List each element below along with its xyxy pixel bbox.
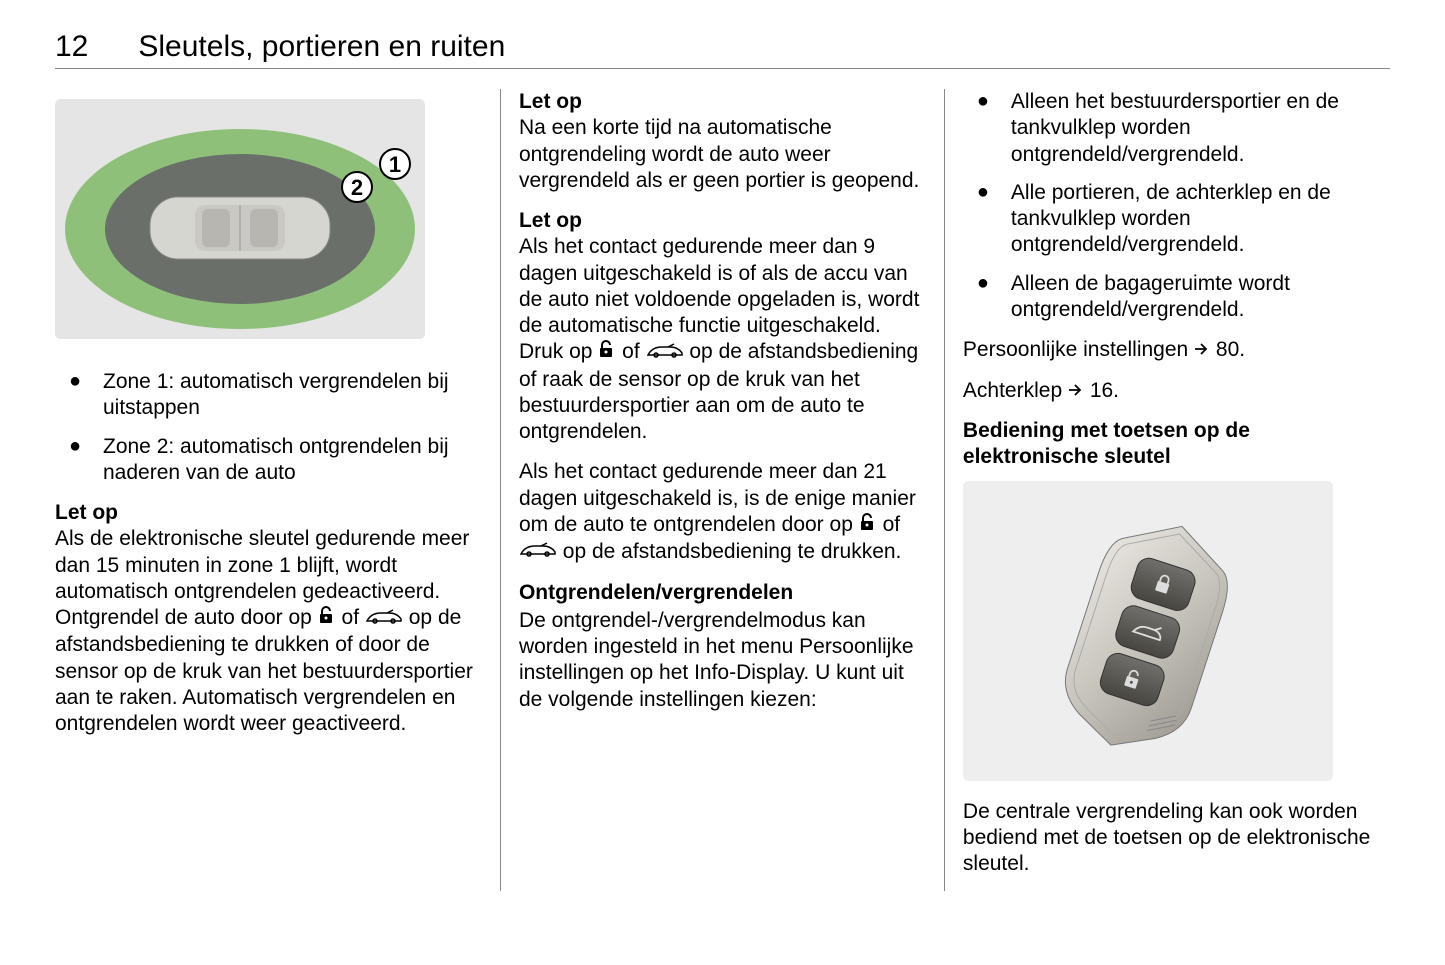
unlock-icon	[598, 339, 616, 366]
svg-text:1: 1	[389, 152, 401, 177]
closing-text: De centrale vergrendeling kan ook worden…	[963, 799, 1390, 878]
key-fob-svg	[1028, 496, 1268, 766]
note-text-post: op de afstandsbediening te drukken.	[563, 540, 902, 563]
zone-list: Zone 1: automatisch vergrendelen bij uit…	[55, 369, 482, 486]
note-heading: Let op	[519, 209, 582, 232]
list-item: Alleen de bagageruimte wordt ontgrendeld…	[963, 271, 1390, 324]
reference-arrow-icon	[1068, 378, 1084, 404]
note-block: Let op Na een korte tijd na automatische…	[519, 89, 926, 194]
manual-page: 12 Sleutels, portieren en ruiten	[0, 0, 1445, 921]
note-text-mid: of	[883, 513, 901, 536]
list-item: Alleen het bestuurdersportier en de tank…	[963, 89, 1390, 168]
chapter-title: Sleutels, portieren en ruiten	[138, 30, 505, 64]
column-2: Let op Na een korte tijd na automatische…	[500, 89, 945, 891]
mode-list: Alleen het bestuurdersportier en de tank…	[963, 89, 1390, 323]
note-heading: Let op	[519, 90, 582, 113]
unlock-icon	[318, 605, 336, 632]
subsection-heading: Ontgrendelen/vergrendelen	[519, 580, 926, 606]
car-open-icon	[646, 340, 684, 366]
note-paragraph: Als het contact gedurende meer dan 21 da…	[519, 459, 926, 565]
note-heading: Let op	[55, 501, 118, 524]
column-1: 1 2 Zone 1: automatisch vergrendelen bij…	[55, 89, 500, 891]
list-item: Alle portieren, de achterklep en de tank…	[963, 180, 1390, 259]
page-header: 12 Sleutels, portieren en ruiten	[55, 30, 1390, 69]
subsection-heading: Bediening met toetsen op de elektronisch…	[963, 418, 1390, 471]
car-open-icon	[365, 606, 403, 632]
unlock-icon	[859, 512, 877, 539]
note-text-pre: Als het contact gedurende meer dan 21 da…	[519, 460, 916, 536]
note-text-pre: Als de elektronische sleutel gedurende m…	[55, 527, 469, 629]
reference-arrow-icon	[1194, 337, 1210, 363]
crossref: Achterklep 16.	[963, 378, 1390, 405]
zone-figure-svg: 1 2	[55, 99, 425, 339]
ref-text: Persoonlijke instellingen	[963, 338, 1194, 361]
subsection-text: De ontgrendel-/vergrendelmodus kan worde…	[519, 609, 914, 711]
key-fob-figure	[963, 481, 1333, 781]
svg-text:2: 2	[351, 175, 363, 200]
list-item: Zone 1: automatisch vergrendelen bij uit…	[55, 369, 482, 422]
page-number: 12	[55, 30, 88, 64]
ref-text: Achterklep	[963, 379, 1068, 402]
column-3: Alleen het bestuurdersportier en de tank…	[945, 89, 1390, 891]
subsection: Ontgrendelen/vergrendelen De ontgrendel-…	[519, 580, 926, 713]
list-item: Zone 2: automatisch ontgrendelen bij nad…	[55, 434, 482, 487]
column-layout: 1 2 Zone 1: automatisch vergrendelen bij…	[55, 89, 1390, 891]
zone-figure: 1 2	[55, 99, 425, 339]
crossref: Persoonlijke instellingen 80.	[963, 337, 1390, 364]
ref-page: 80.	[1216, 338, 1245, 361]
note-text: Na een korte tijd na automatische ontgre…	[519, 116, 919, 192]
ref-page: 16.	[1090, 379, 1119, 402]
note-block: Let op Als de elektronische sleutel gedu…	[55, 500, 482, 737]
car-open-icon	[519, 539, 557, 565]
note-text-mid: of	[342, 606, 365, 629]
note-block: Let op Als het contact gedurende meer da…	[519, 208, 926, 445]
note-text-mid: of	[622, 340, 645, 363]
